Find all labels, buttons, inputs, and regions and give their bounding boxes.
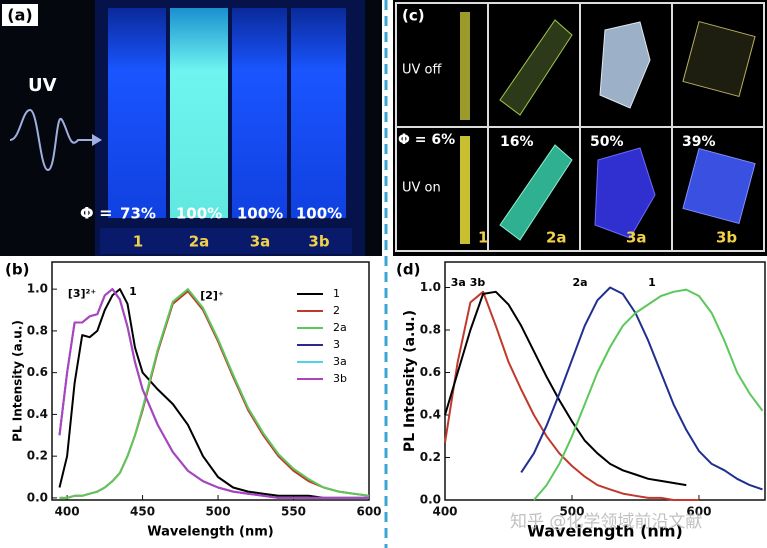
legend-label: 2 (333, 304, 340, 317)
x-tick-label: 500 (559, 505, 584, 519)
label-box (2, 4, 38, 26)
x-tick-label: 600 (356, 505, 381, 519)
annotation: [3]²⁺ (68, 287, 97, 300)
series-line (58, 288, 369, 499)
yield: 100% (176, 205, 222, 223)
plot-frame (444, 261, 766, 501)
sample-label: 1 (478, 229, 488, 247)
y-axis-label: PL Intensity (a.u.) (11, 320, 25, 442)
crystal (499, 144, 573, 241)
x-axis-label: Wavelength (nm) (527, 522, 683, 541)
x-tick-label: 500 (206, 505, 231, 519)
base (100, 228, 352, 254)
watermark: 知乎 @化学领域前沿文献 (510, 512, 702, 532)
series-line (59, 288, 370, 499)
y-tick-label: 0.0 (27, 490, 48, 504)
series-line (58, 288, 369, 499)
cuvette (170, 8, 228, 218)
panel-label: (b) (5, 261, 29, 279)
crystal (682, 147, 756, 225)
uv-wave (9, 108, 100, 172)
yield: 100% (237, 205, 283, 223)
uv-label: UV (28, 75, 57, 96)
cuvette (291, 8, 346, 218)
series-line (520, 286, 763, 491)
annotation: 1 (648, 276, 656, 289)
y-tick-label: 0.4 (420, 408, 441, 422)
crystal (460, 12, 470, 120)
series-line (58, 288, 369, 499)
panel-label: (d) (396, 261, 420, 279)
y-tick-label: 0.6 (420, 365, 441, 379)
y-tick-label: 0.2 (27, 449, 48, 463)
sample-label: 3a (250, 233, 271, 251)
yield: 100% (296, 205, 342, 223)
yield: 50% (590, 134, 624, 150)
panel-c: (c) UV off UV on Φ = 6% 16% 50% 39% 1 2a… (393, 0, 767, 256)
legend-label: 3b (333, 372, 347, 385)
crystal (594, 147, 656, 239)
sample-label: 2a (546, 229, 567, 247)
x-tick-label: 400 (432, 505, 457, 519)
crystal (682, 20, 756, 98)
yield: 39% (682, 134, 716, 150)
y-tick-label: 1.0 (27, 282, 48, 296)
series-line (533, 288, 764, 501)
yield: 73% (120, 205, 156, 223)
series-line (444, 290, 699, 501)
series-line (444, 290, 687, 487)
x-axis-label: Wavelength (nm) (147, 525, 273, 540)
y-tick-label: 0.8 (420, 323, 441, 337)
x-tick-label: 400 (55, 505, 80, 519)
sample-label: 3b (308, 233, 329, 251)
y-tick-label: 0.8 (27, 323, 48, 337)
panel-label: (a) (7, 6, 32, 25)
yield: Φ = 6% (398, 132, 455, 148)
crystal (599, 21, 651, 109)
yield: 16% (500, 134, 534, 150)
annotation: 2a (572, 276, 587, 289)
sample-label: 3b (716, 229, 737, 247)
sample-label: 2a (189, 233, 210, 251)
x-tick-label: 600 (686, 505, 711, 519)
panel-a: (a) UV Φ = 73% 100% 100% 100% 1 2a 3a 3b (0, 0, 382, 256)
sample-label: 3a (626, 229, 647, 247)
grid-frame (395, 2, 765, 252)
annotation: 3a 3b (451, 276, 486, 289)
cuvette (108, 8, 166, 218)
crystal (460, 136, 470, 244)
panel-label: (c) (402, 7, 425, 25)
y-tick-label: 0.6 (27, 365, 48, 379)
row-label: UV on (402, 181, 441, 196)
series-line (59, 290, 370, 499)
plot-frame (51, 261, 370, 501)
y-tick-label: 0.0 (420, 493, 441, 507)
legend-label: 2a (333, 321, 347, 334)
cuvette (232, 8, 287, 218)
sample-label: 1 (133, 233, 143, 251)
y-tick-label: 1.0 (420, 280, 441, 294)
x-tick-label: 550 (281, 505, 306, 519)
row-label: UV off (402, 63, 442, 78)
annotation: [2]⁺ (200, 289, 224, 302)
uv-arrow (92, 134, 102, 146)
legend-label: 3a (333, 355, 347, 368)
phi-label: Φ = (80, 204, 113, 223)
crystal (499, 19, 573, 116)
y-axis-label: PL Intensity (a.u.) (402, 310, 418, 452)
legend-label: 3 (333, 338, 340, 351)
y-tick-label: 0.2 (420, 450, 441, 464)
annotation: 1 (129, 285, 137, 298)
x-tick-label: 450 (130, 505, 155, 519)
y-tick-label: 0.4 (27, 407, 48, 421)
legend-label: 1 (333, 287, 340, 300)
series-line (58, 288, 369, 499)
